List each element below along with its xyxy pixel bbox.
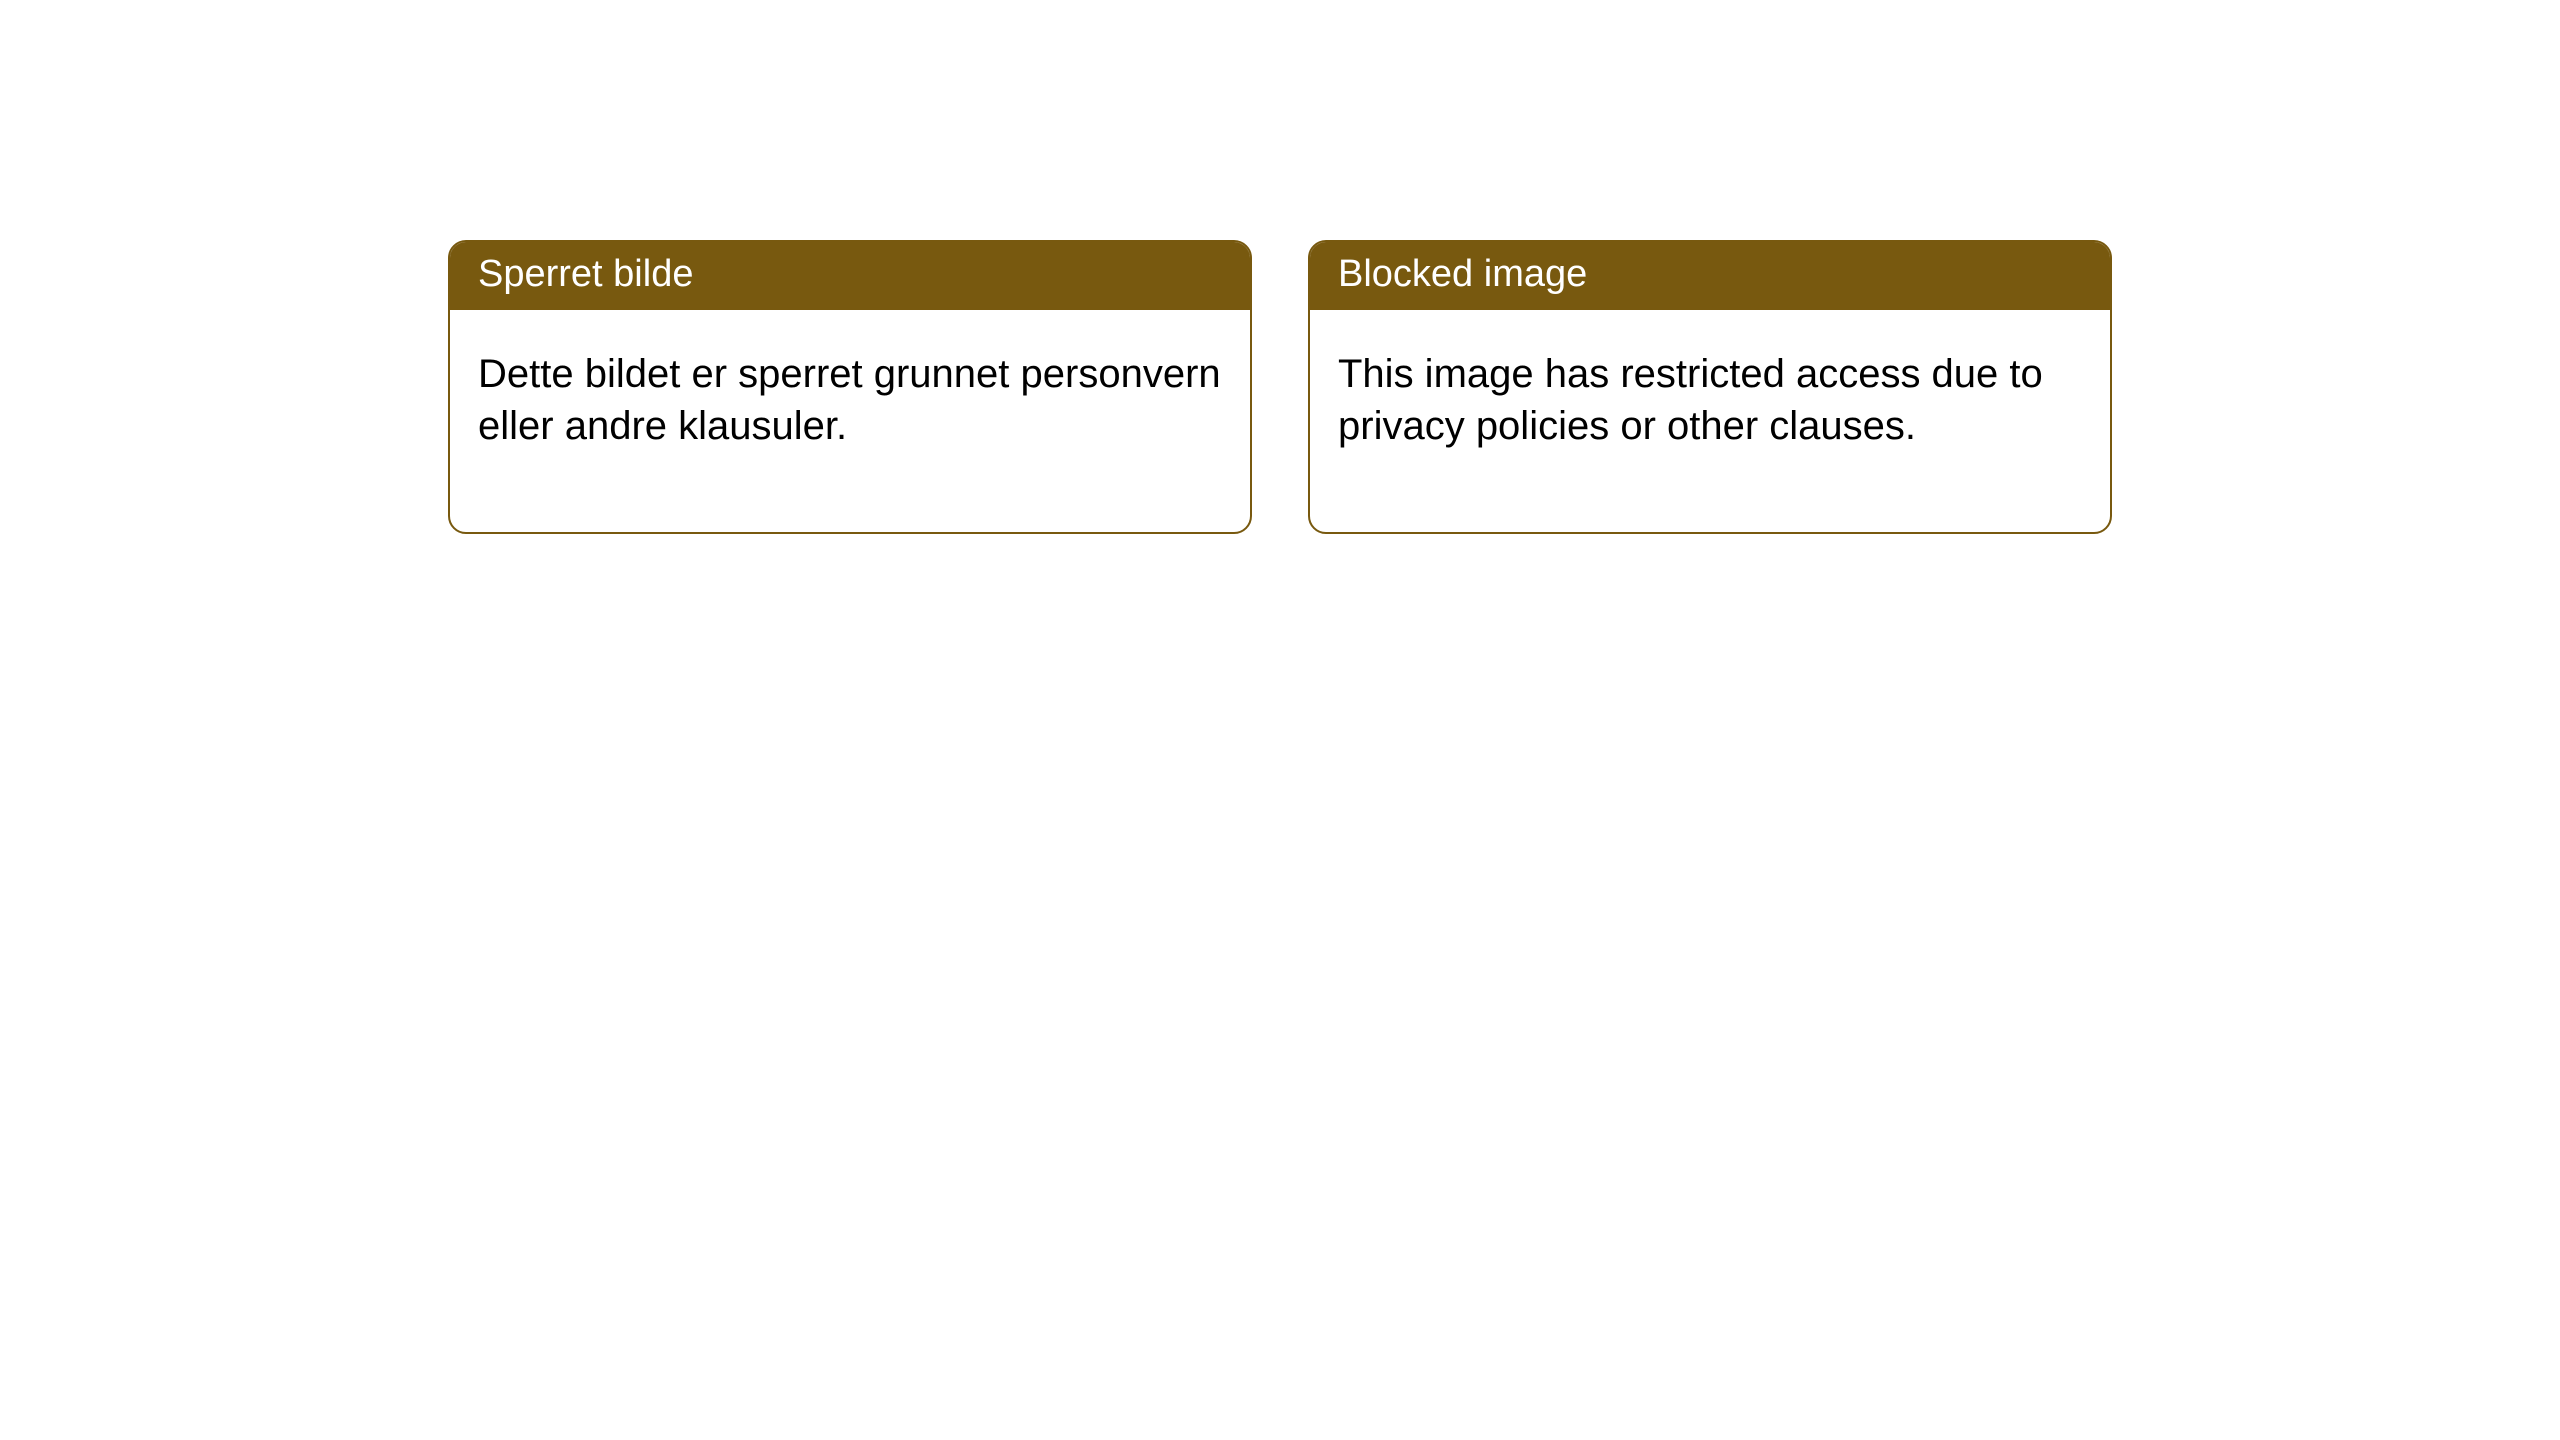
- notice-card-norwegian: Sperret bilde Dette bildet er sperret gr…: [448, 240, 1252, 534]
- card-title: Blocked image: [1310, 242, 2110, 310]
- notice-container: Sperret bilde Dette bildet er sperret gr…: [0, 0, 2560, 534]
- notice-card-english: Blocked image This image has restricted …: [1308, 240, 2112, 534]
- card-body: This image has restricted access due to …: [1310, 310, 2110, 532]
- card-title: Sperret bilde: [450, 242, 1250, 310]
- card-body: Dette bildet er sperret grunnet personve…: [450, 310, 1250, 532]
